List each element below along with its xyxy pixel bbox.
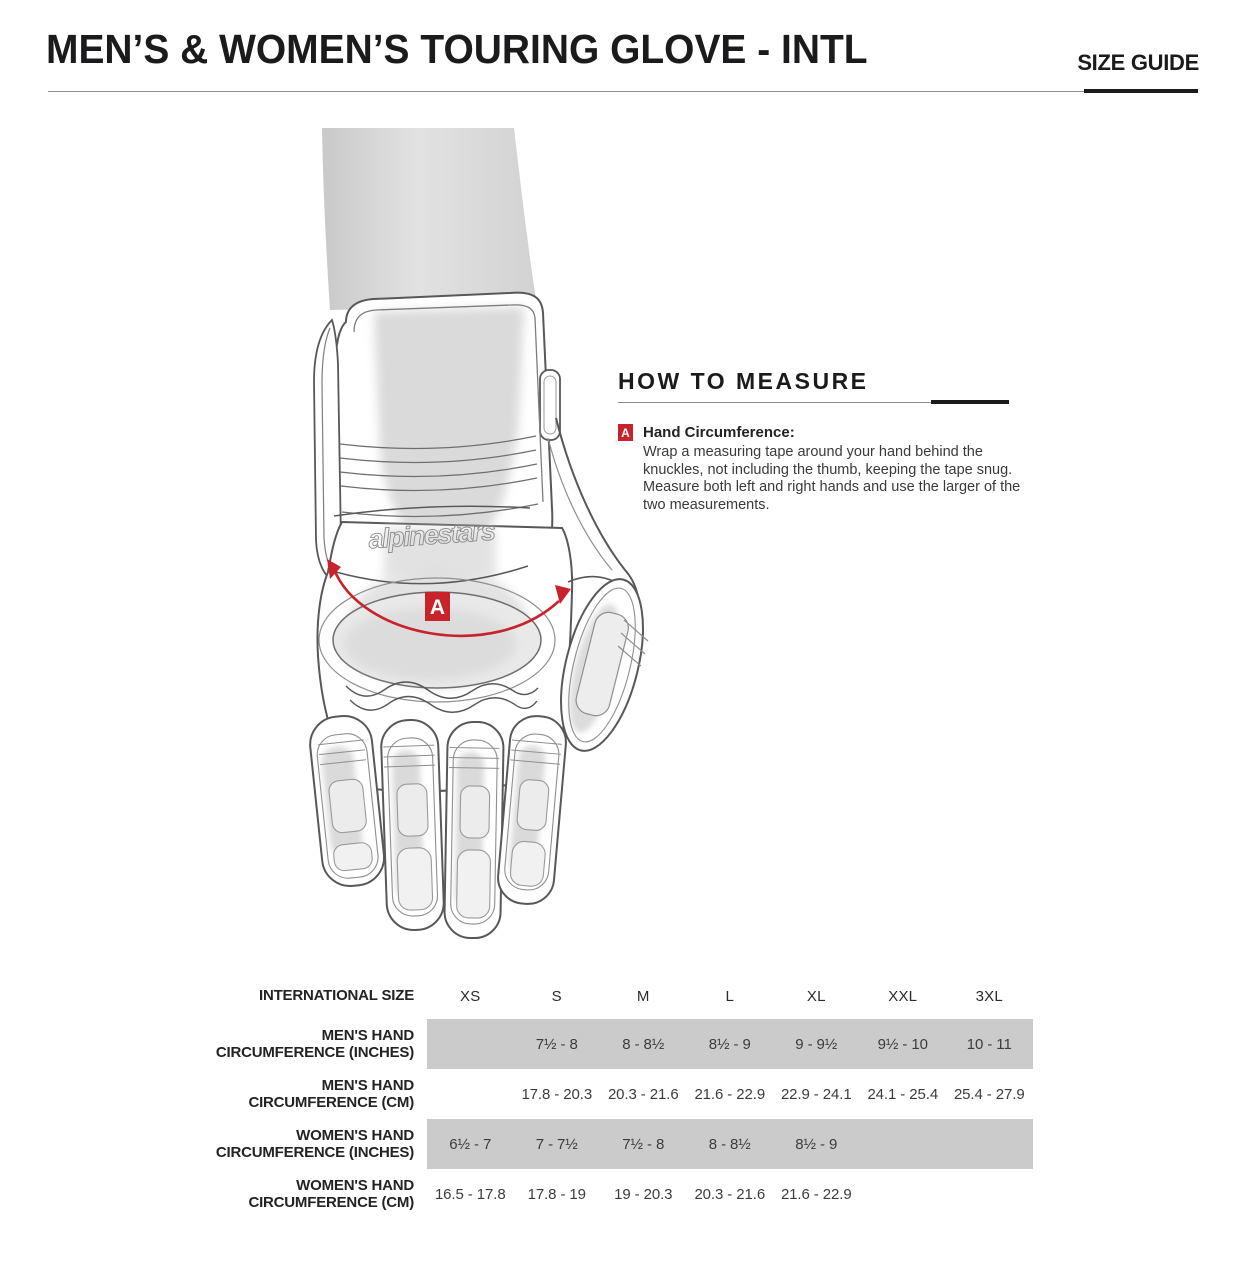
size-guide-label: SIZE GUIDE (1077, 50, 1199, 75)
cuff-cinch-tab (539, 369, 561, 441)
marker-a-label: A (430, 596, 445, 619)
arrowhead-right (555, 585, 571, 604)
row-label: WOMEN'S HAND CIRCUMFERENCE (CM) (0, 1169, 427, 1219)
size-value-cell: 17.8 - 20.3 (521, 1085, 593, 1103)
size-table: INTERNATIONAL SIZE XS S M L XL XXL 3XL MEN'S HAN… (0, 973, 1253, 1219)
size-value-cell: 9 - 9½ (773, 1019, 860, 1069)
wrist-straps (339, 435, 539, 518)
size-value-cell: 20.3 - 21.6 (607, 1085, 679, 1103)
row-label-line: CIRCUMFERENCE (INCHES) (215, 1044, 414, 1061)
glove-illustration: alpinestars (309, 128, 649, 940)
size-table-grid: INTERNATIONAL SIZE XS S M L XL XXL 3XL MEN'S HAN… (0, 973, 1253, 1219)
row-label: WOMEN'S HAND CIRCUMFERENCE (INCHES) (0, 1119, 427, 1169)
marker-a-box: A (425, 592, 450, 621)
table-header-label: INTERNATIONAL SIZE (258, 987, 414, 1005)
size-value-cell: 6½ - 7 (427, 1119, 514, 1169)
measurement-arc (327, 559, 571, 638)
finger-index (497, 715, 567, 905)
size-value-cell: 7 - 7½ (513, 1119, 600, 1169)
legend-marker-a: A (618, 424, 633, 441)
row-label-line: CIRCUMFERENCE (CM) (248, 1194, 414, 1211)
row-label-line: CIRCUMFERENCE (CM) (248, 1094, 414, 1111)
row-label: MEN'S HAND CIRCUMFERENCE (INCHES) (0, 1019, 427, 1069)
size-column-header: XXL (888, 987, 918, 1005)
size-value-cell: 19 - 20.3 (614, 1185, 673, 1203)
size-value-cell: 7½ - 8 (600, 1119, 687, 1169)
size-value-cell: 22.9 - 24.1 (780, 1085, 852, 1103)
how-to-measure-divider-accent (931, 400, 1009, 404)
hand-back: alpinestars (316, 417, 641, 793)
finger-ring (380, 718, 445, 931)
size-value-cell: 20.3 - 21.6 (694, 1185, 766, 1203)
size-value-cell: 24.1 - 25.4 (867, 1085, 939, 1103)
page-title: MEN’S & WOMEN’S TOURING GLOVE - INTL (46, 26, 868, 72)
size-column-header: L (725, 987, 735, 1005)
row-label-line: MEN'S HAND (321, 1076, 415, 1094)
size-value-cell: 16.5 - 17.8 (434, 1185, 506, 1203)
size-column-header: XS (460, 987, 481, 1005)
size-value-cell: 21.6 - 22.9 (694, 1085, 766, 1103)
row-label: MEN'S HAND CIRCUMFERENCE (CM) (0, 1069, 427, 1119)
size-value-cell: 9½ - 10 (859, 1019, 946, 1069)
size-column-header: XL (806, 987, 826, 1005)
header-divider (48, 91, 1084, 92)
size-value-cell: 8 - 8½ (686, 1119, 773, 1169)
size-value-cell (946, 1119, 1033, 1169)
size-value-cell (860, 1169, 947, 1219)
size-value-cell: 25.4 - 27.9 (953, 1085, 1025, 1103)
row-label-line: WOMEN'S HAND (296, 1126, 414, 1144)
size-column-header: S (551, 987, 562, 1005)
legend-body-text: Wrap a measuring tape around your hand b… (643, 444, 1021, 513)
arrowhead-left (327, 559, 341, 579)
size-value-cell: 8½ - 9 (773, 1119, 860, 1169)
size-value-cell (859, 1119, 946, 1169)
thumb (560, 575, 649, 752)
row-label-line: WOMEN'S HAND (296, 1176, 414, 1194)
gauntlet-cuff (313, 291, 561, 590)
finger-pinky (309, 714, 386, 887)
size-value-cell: 17.8 - 19 (527, 1185, 586, 1203)
arm-shape (322, 128, 537, 310)
how-to-measure-heading: HOW TO MEASURE (618, 368, 869, 394)
row-label-line: MEN'S HAND (321, 1026, 415, 1044)
size-value-cell (427, 1069, 514, 1119)
size-value-cell (946, 1169, 1033, 1219)
size-value-cell: 7½ - 8 (513, 1019, 600, 1069)
knuckle-stitch-lines (345, 681, 539, 713)
size-value-cell (427, 1019, 514, 1069)
size-column-header: 3XL (975, 987, 1003, 1005)
size-value-cell: 21.6 - 22.9 (780, 1185, 852, 1203)
header-divider-accent (1084, 89, 1198, 93)
row-label-line: CIRCUMFERENCE (INCHES) (215, 1144, 414, 1161)
legend-title: Hand Circumference: (643, 424, 795, 441)
size-value-cell: 8½ - 9 (686, 1019, 773, 1069)
size-column-header: M (636, 987, 650, 1005)
size-value-cell: 8 - 8½ (600, 1019, 687, 1069)
knuckle-panel-outer (318, 577, 556, 703)
size-value-cell: 10 - 11 (946, 1019, 1033, 1069)
how-to-measure-divider (618, 402, 931, 403)
finger-middle (443, 720, 505, 940)
